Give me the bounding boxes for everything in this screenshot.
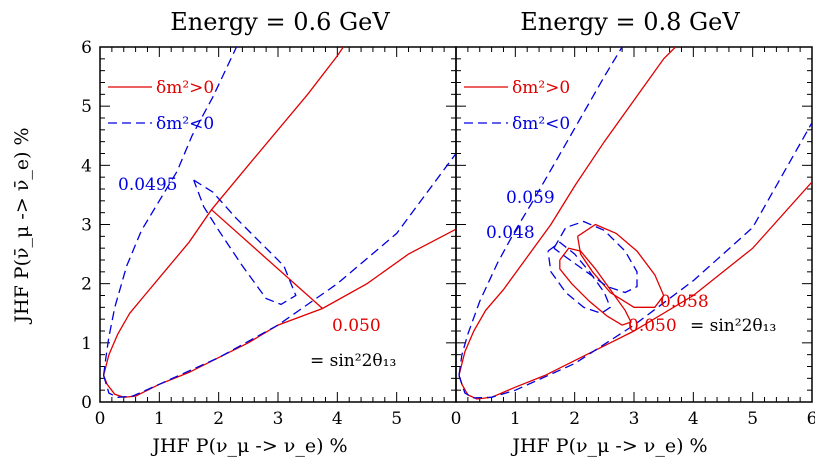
series-line-dm2-negative — [102, 47, 238, 376]
series-line-dm2-negative — [458, 47, 623, 376]
annotation-sin2-left: = sin²2θ₁₃ — [310, 351, 396, 371]
annotations: 0.0495 0.050 = sin²2θ₁₃ 0.059 0.048 0.05… — [118, 175, 776, 371]
x-tick-label: 1 — [154, 409, 165, 429]
annotation-0.0495: 0.0495 — [118, 175, 177, 195]
annotation-0.058: 0.058 — [660, 292, 709, 312]
legend-label-0: δm²>0 — [512, 78, 570, 98]
panels: 0 1 2 3 4 5 0 1 2 3 4 5 6 δm²>0 δm²<0 0 1 2 3 4 5 6 δm²>0 δm²<0 — [81, 38, 815, 429]
x-tick-label: 4 — [688, 409, 699, 429]
y-tick-label: 6 — [81, 38, 92, 58]
x-tick-label: 5 — [747, 409, 758, 429]
legend-label-0: δm²>0 — [156, 78, 214, 98]
x-tick-label: 4 — [332, 409, 343, 429]
annotation-0.050-left: 0.050 — [332, 316, 381, 336]
series-line-dm2-positive — [102, 228, 456, 398]
y-tick-label: 5 — [81, 97, 92, 117]
legend-label-1: δm²<0 — [512, 114, 570, 134]
right-title: Energy = 0.8 GeV — [520, 8, 740, 36]
y-tick-label: 3 — [81, 216, 92, 236]
series-line-dm2-positive — [458, 181, 812, 400]
annotation-0.059: 0.059 — [506, 188, 555, 208]
y-axis-label: JHF P(ν̄_μ -> ν̄_e) % — [11, 127, 33, 324]
right-x-axis-label: JHF P(ν_μ -> ν_e) % — [510, 435, 707, 457]
x-tick-label: 6 — [807, 409, 815, 429]
left-x-axis-label: JHF P(ν_μ -> ν_e) % — [150, 435, 347, 457]
annotation-0.048: 0.048 — [486, 223, 535, 243]
legend-label-1: δm²<0 — [156, 114, 214, 134]
x-tick-label: 0 — [451, 409, 462, 429]
annotation-sin2-right: = sin²2θ₁₃ — [690, 316, 776, 336]
y-tick-label: 2 — [81, 275, 92, 295]
y-tick-label: 4 — [81, 156, 92, 176]
series-line-dm2-positive — [458, 47, 676, 376]
x-tick-label: 3 — [629, 409, 640, 429]
x-tick-label: 1 — [510, 409, 521, 429]
series-line-dm2-negative — [547, 241, 612, 315]
series-line-dm2-negative — [102, 153, 456, 398]
y-tick-label: 1 — [81, 334, 92, 354]
x-tick-label: 2 — [213, 409, 224, 429]
x-tick-label: 3 — [273, 409, 284, 429]
series-line-dm2-negative — [553, 220, 638, 294]
x-tick-label: 2 — [569, 409, 580, 429]
annotation-0.050-right: 0.050 — [628, 316, 677, 336]
series-line-dm2-positive — [211, 209, 323, 309]
series-line-dm2-negative — [458, 122, 812, 399]
x-tick-label: 5 — [391, 409, 402, 429]
x-tick-label: 0 — [95, 409, 106, 429]
y-tick-label: 0 — [81, 393, 92, 413]
series-line-dm2-positive — [576, 223, 665, 308]
left-title: Energy = 0.6 GeV — [170, 8, 390, 36]
series-line-dm2-positive — [102, 47, 344, 376]
series-line-dm2-negative — [193, 179, 297, 306]
